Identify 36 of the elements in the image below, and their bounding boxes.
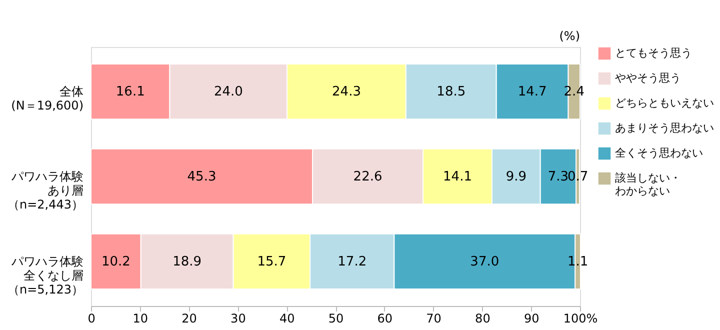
data-label: 7.3 bbox=[548, 170, 569, 184]
data-label: 10.2 bbox=[101, 254, 130, 270]
data-label: 17.2 bbox=[338, 254, 367, 270]
x-tick-label: 100% bbox=[563, 312, 598, 326]
x-tick-label: 30 bbox=[230, 312, 246, 326]
x-tick-label: 20 bbox=[182, 312, 197, 326]
x-tick-label: 0 bbox=[88, 312, 96, 326]
data-label: 45.3 bbox=[187, 170, 216, 184]
y-tick-label: パワハラ体験全くなし層（n=5,123） bbox=[7, 254, 84, 296]
x-tick-label: 90 bbox=[524, 312, 540, 326]
data-label: 24.0 bbox=[214, 84, 243, 100]
data-label: 24.3 bbox=[332, 84, 361, 100]
x-tick-label: 80 bbox=[475, 312, 490, 326]
data-label: 9.9 bbox=[506, 170, 527, 184]
data-label: 14.7 bbox=[518, 84, 547, 100]
text: (%) bbox=[559, 29, 580, 43]
y-tick-label: 全体(N＝19,600) bbox=[11, 84, 84, 113]
legend-label: ややそう思う bbox=[615, 72, 681, 84]
data-label: 18.9 bbox=[172, 254, 202, 270]
legend-label: どちらともいえない bbox=[615, 96, 714, 110]
data-label: 22.6 bbox=[353, 170, 382, 184]
data-label: 14.1 bbox=[443, 170, 472, 184]
y-tick-label: パワハラ体験あり層（n=2,443） bbox=[7, 170, 84, 212]
x-tick-label: 60 bbox=[377, 312, 393, 326]
legend-label: とてもそう思う bbox=[615, 46, 692, 60]
x-tick-label: 50 bbox=[328, 312, 344, 326]
data-label: 37.0 bbox=[470, 254, 500, 270]
legend-label: 全くそう思わない bbox=[615, 146, 703, 160]
legend-label: あまりそう思わない bbox=[615, 122, 714, 134]
x-tick-label: 10 bbox=[132, 312, 148, 326]
data-label: 18.5 bbox=[436, 84, 466, 100]
legend-label: 該当しない・わからない bbox=[615, 172, 681, 198]
data-label: 16.1 bbox=[116, 84, 145, 100]
data-label: 15.7 bbox=[257, 254, 286, 270]
x-tick-label: 70 bbox=[426, 312, 442, 326]
x-tick-label: 40 bbox=[279, 312, 295, 326]
